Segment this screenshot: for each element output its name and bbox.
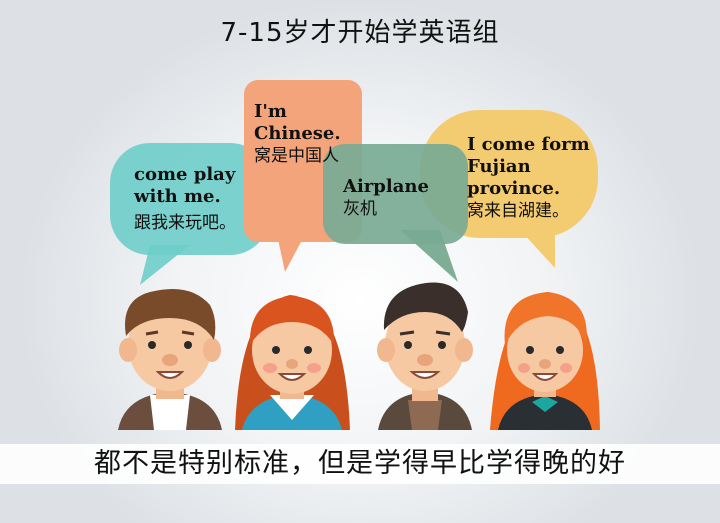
bubble-text-3: Airplane 灰机 — [343, 176, 463, 220]
bubble-chinese: 跟我来玩吧。 — [134, 213, 236, 233]
bubble-english: I'm Chinese. — [254, 101, 341, 144]
bubble-english: Airplane — [343, 176, 429, 197]
page-title: 7-15岁才开始学英语组 — [220, 18, 500, 48]
bubble-text-2: I'm Chinese. 窝是中国人 — [254, 101, 366, 167]
speech-bubble-teal — [110, 143, 270, 255]
character-girl-orange-hair — [490, 292, 600, 430]
character-girl-red-hair — [235, 295, 350, 430]
character-boy-dark-hair — [377, 282, 473, 430]
character-boy-brown-hair — [118, 288, 222, 430]
caption-banner: 都不是特别标准，但是学得早比学得晚的好 — [0, 444, 720, 484]
bubble-chinese: 窝来自湖建。 — [467, 201, 569, 221]
bubble-chinese: 窝是中国人 — [254, 146, 339, 166]
bubble-chinese: 灰机 — [343, 199, 377, 219]
speech-bubble-green — [323, 144, 468, 244]
tail-teal — [140, 245, 190, 285]
bubble-english: come play with me. — [134, 164, 236, 207]
bubble-text-1: come play with me. 跟我来玩吧。 — [134, 164, 264, 234]
bubble-english: I come form Fujian province. — [467, 134, 590, 199]
caption-text: 都不是特别标准，但是学得早比学得晚的好 — [94, 448, 626, 479]
bubble-text-4: I come form Fujian province. 窝来自湖建。 — [467, 134, 597, 222]
tail-yellow — [520, 230, 555, 268]
